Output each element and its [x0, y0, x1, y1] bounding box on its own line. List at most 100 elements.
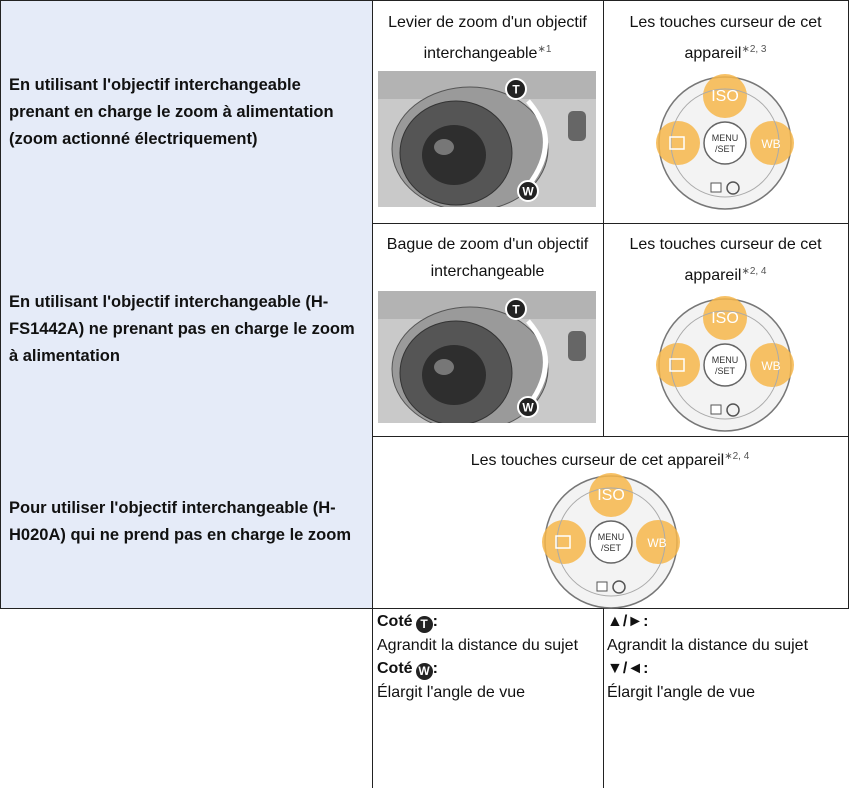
lens-drawing: TW: [378, 291, 596, 432]
key-label: MENU: [598, 532, 625, 542]
highlight: [656, 121, 700, 165]
caption-text: Les touches curseur de cet appareil: [629, 14, 822, 62]
note: ∗2, 4: [724, 451, 750, 462]
icon: W: [415, 663, 433, 680]
cell: Levier de zoom d'un objectif interchange…: [372, 0, 604, 224]
lens-glare: [434, 139, 454, 155]
left-icon: [669, 358, 685, 372]
key-label: MENU: [712, 133, 739, 143]
key-label: MENU: [712, 355, 739, 365]
marker-label: T: [512, 303, 520, 317]
legend-heading: Coté T:: [377, 613, 438, 633]
center-button: [589, 520, 633, 564]
marker-label: T: [512, 83, 520, 97]
keypad-illustration: ISO WB MENU/SET: [650, 295, 800, 435]
side-detail: [568, 111, 586, 141]
highlight: [589, 473, 633, 517]
keypad: ISO WB MENU/SET: [656, 74, 794, 210]
bottom-icon: [726, 403, 740, 417]
caption: Levier de zoom d'un objectif interchange…: [372, 1, 603, 67]
note: ∗2, 3: [741, 44, 767, 55]
legend-text: Agrandit la distance du sujet: [607, 636, 809, 654]
bottom-icon: [612, 580, 626, 594]
note: ∗2, 4: [741, 266, 767, 277]
bottom-icon: [710, 404, 722, 415]
highlight: [542, 520, 586, 564]
keypad-illustration: ISO WB MENU/SET: [536, 472, 686, 609]
pad-inner: [556, 487, 666, 597]
highlight: [703, 296, 747, 340]
lens-glare: [434, 359, 454, 375]
pad-inner: [670, 310, 780, 420]
row-label: En utilisant l'objectif interchangeable …: [0, 223, 373, 437]
center-button: [703, 121, 747, 165]
legend-text: Élargit l'angle de vue: [377, 683, 526, 701]
marker: [505, 78, 527, 100]
caption: Les touches curseur de cet appareil∗2, 4: [603, 223, 848, 289]
keypad-illustration: ISO WB MENU/SET: [650, 73, 800, 213]
legend-text: Élargit l'angle de vue: [607, 683, 756, 701]
keypad: ISO WB MENU/SET: [542, 473, 680, 609]
caption: Bague de zoom d'un objectif interchangea…: [372, 223, 603, 285]
caption-text: Bague de zoom d'un objectif interchangea…: [386, 236, 589, 280]
label-text: En utilisant l'objectif interchangeable …: [9, 293, 355, 365]
side-detail: [568, 331, 586, 361]
heading: Coté: [377, 660, 413, 677]
key-label: WB: [761, 137, 780, 151]
key-label: WB: [647, 536, 666, 550]
legend-text: Agrandit la distance du sujet: [377, 636, 579, 654]
cell: Bague de zoom d'un objectif interchangea…: [372, 223, 604, 437]
center-button: [703, 343, 747, 387]
key-label: ISO: [597, 487, 625, 504]
lens-glass: [422, 345, 486, 405]
marker-label: W: [522, 185, 534, 199]
legend-cell: Coté T: Agrandit la distance du sujet Cot…: [372, 608, 604, 788]
marker: [505, 298, 527, 320]
row-label: Pour utiliser l'objectif interchangeable…: [0, 436, 373, 609]
key-label: ISO: [711, 310, 739, 327]
row-label: En utilisant l'objectif interchangeable …: [0, 0, 373, 224]
key-label: WB: [761, 359, 780, 373]
highlight: [656, 343, 700, 387]
legend-cell: ▲/►: Agrandit la distance du sujet ▼/◄: …: [603, 608, 849, 788]
caption-text: Les touches curseur de cet appareil: [629, 236, 822, 284]
key-label: ISO: [711, 88, 739, 105]
key-label: /SET: [715, 366, 736, 376]
pad-inner: [670, 88, 780, 198]
heading: ▼/◄:: [607, 660, 649, 677]
heading: Coté: [377, 613, 413, 630]
heading: ▲/►:: [607, 613, 649, 630]
caption-text: Les touches curseur de cet appareil: [470, 452, 725, 469]
key-label: /SET: [601, 543, 622, 553]
key-label: /SET: [715, 144, 736, 154]
legend-heading: Coté W:: [377, 660, 438, 680]
caption-text: Levier de zoom d'un objectif interchange…: [388, 14, 587, 62]
bottom-icon: [710, 182, 722, 193]
bottom-icon: [596, 581, 608, 592]
highlight: [750, 121, 794, 165]
caption: Les touches curseur de cet appareil∗2, 4: [372, 436, 848, 474]
highlight: [703, 74, 747, 118]
cell: Les touches curseur de cet appareil∗2, 4…: [603, 223, 849, 437]
caption: Les touches curseur de cet appareil∗2, 3: [603, 1, 848, 67]
icon: T: [415, 616, 433, 633]
keypad: ISO WB MENU/SET: [656, 296, 794, 432]
label-text: En utilisant l'objectif interchangeable …: [9, 75, 334, 148]
lens-glass: [422, 125, 486, 185]
left-icon: [669, 136, 685, 150]
label-text: Pour utiliser l'objectif interchangeable…: [9, 499, 351, 544]
highlight: [636, 520, 680, 564]
marker-label: W: [522, 401, 534, 415]
zoom-arrow: [526, 319, 548, 408]
highlight: [750, 343, 794, 387]
bottom-icon: [726, 181, 740, 195]
left-icon: [555, 535, 571, 549]
cell: Les touches curseur de cet appareil∗2, 3…: [603, 0, 849, 224]
cell: Les touches curseur de cet appareil∗2, 4…: [372, 436, 849, 609]
lens-drawing: TW: [378, 71, 596, 212]
note: ∗1: [537, 44, 552, 55]
marker: [517, 180, 539, 202]
